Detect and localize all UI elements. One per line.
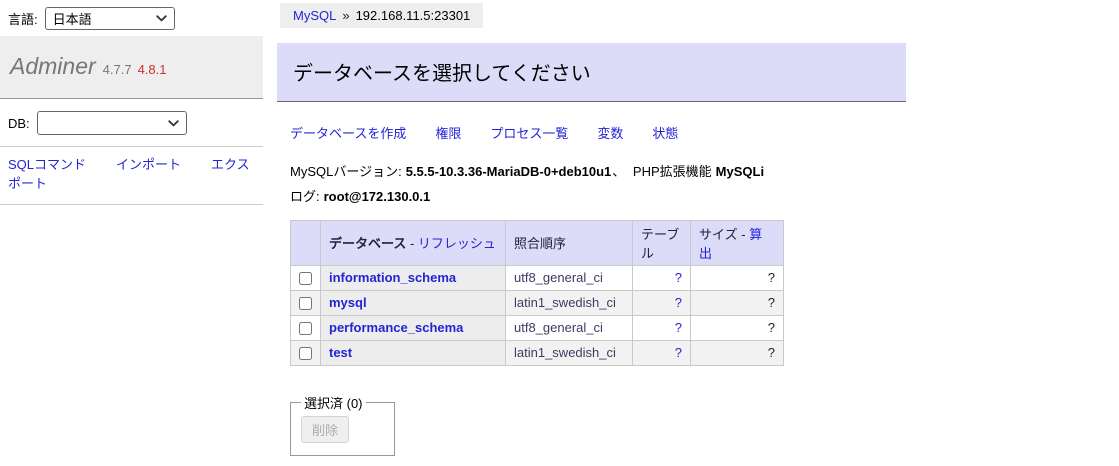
header-checkbox-cell xyxy=(290,219,321,266)
tables-count-cell: ? xyxy=(632,264,691,291)
action-links: データベースを作成 権限 プロセス一覧 変数 状態 xyxy=(290,123,906,142)
header-database: データベース - リフレッシュ xyxy=(320,219,506,266)
db-label: DB: xyxy=(8,115,30,131)
size-header-label: サイズ xyxy=(699,226,738,242)
table-row: performance_schema utf8_general_ci ? ? xyxy=(290,314,784,341)
row-checkbox[interactable] xyxy=(299,297,312,311)
row-checkbox[interactable] xyxy=(299,272,312,286)
size-cell: ? xyxy=(690,314,784,341)
sidebar-link-import[interactable]: インポート xyxy=(116,157,182,172)
mysql-version-value: 5.5.5-10.3.36-MariaDB-0+deb10u1 xyxy=(405,164,612,179)
size-cell: ? xyxy=(690,339,784,366)
tables-count-cell: ? xyxy=(632,289,691,316)
status-link[interactable]: 状態 xyxy=(652,126,679,141)
database-link[interactable]: information_schema xyxy=(329,270,457,286)
header-separator: - xyxy=(737,226,750,242)
login-value: root@172.130.0.1 xyxy=(323,189,431,205)
language-select-value: 日本語 xyxy=(52,12,92,27)
databases-table: データベース - リフレッシュ 照合順序 テーブル サイズ - 算出 infor… xyxy=(290,219,784,366)
checkbox-cell xyxy=(290,314,321,341)
php-extension-value: MySQLi xyxy=(715,164,765,179)
table-header-row: データベース - リフレッシュ 照合順序 テーブル サイズ - 算出 xyxy=(290,219,784,266)
table-row: information_schema utf8_general_ci ? ? xyxy=(290,264,784,291)
language-select[interactable]: 日本語 xyxy=(44,7,175,30)
collation-cell: utf8_general_ci xyxy=(505,264,633,291)
collation-cell: latin1_swedish_ci xyxy=(505,289,633,316)
variables-link[interactable]: 変数 xyxy=(597,126,624,141)
compute-size-link[interactable]: 算出 xyxy=(699,226,763,261)
refresh-link[interactable]: リフレッシュ xyxy=(417,236,496,252)
header-collation: 照合順序 xyxy=(505,219,633,266)
tables-count-cell: ? xyxy=(632,314,691,341)
info-separator: 、 xyxy=(612,164,626,179)
delete-button[interactable]: 削除 xyxy=(301,415,350,443)
header-separator: - xyxy=(406,236,418,252)
breadcrumb-separator: » xyxy=(342,8,350,23)
tables-count-link[interactable]: ? xyxy=(674,295,682,311)
table-row: test latin1_swedish_ci ? ? xyxy=(290,339,784,366)
sidebar-link-export[interactable]: エクスポート xyxy=(8,157,250,191)
checkbox-cell xyxy=(290,339,321,366)
checkbox-cell xyxy=(290,264,321,291)
language-bar: 言語: 日本語 xyxy=(8,7,175,30)
page-title: データベースを選択してください xyxy=(277,43,906,102)
database-link[interactable]: mysql xyxy=(329,295,367,311)
breadcrumb-server-link[interactable]: MySQL xyxy=(293,8,337,23)
database-name-cell: test xyxy=(320,339,506,366)
selected-legend: 選択済 (0) xyxy=(304,395,363,411)
selected-fieldset: 選択済 (0) 削除 xyxy=(290,392,395,456)
sidebar: Adminer 4.7.7 4.8.1 DB: SQLコマンド インポート エクスポート xyxy=(0,36,263,205)
database-name-cell: information_schema xyxy=(320,264,506,291)
adminer-logo-link[interactable]: Adminer xyxy=(10,53,96,79)
collation-cell: latin1_swedish_ci xyxy=(505,339,633,366)
database-link[interactable]: test xyxy=(329,345,353,361)
privileges-link[interactable]: 権限 xyxy=(435,126,462,141)
database-header-label: データベース xyxy=(329,236,407,252)
create-database-link[interactable]: データベースを作成 xyxy=(290,126,407,141)
checkbox-cell xyxy=(290,289,321,316)
breadcrumb-host: 192.168.11.5:23301 xyxy=(355,8,471,23)
row-checkbox[interactable] xyxy=(299,322,312,336)
process-list-link[interactable]: プロセス一覧 xyxy=(490,126,569,141)
main-content: MySQL » 192.168.11.5:23301 データベースを選択してくだ… xyxy=(277,0,906,456)
row-checkbox[interactable] xyxy=(299,347,312,361)
server-info: MySQLバージョン: 5.5.5-10.3.36-MariaDB-0+deb10… xyxy=(290,159,906,210)
sidebar-links: SQLコマンド インポート エクスポート xyxy=(0,147,263,205)
database-name-cell: mysql xyxy=(320,289,506,316)
tables-count-link[interactable]: ? xyxy=(674,270,682,286)
chevron-down-icon xyxy=(155,15,167,22)
header-tables: テーブル xyxy=(632,219,691,266)
database-name-cell: performance_schema xyxy=(320,314,506,341)
tables-count-link[interactable]: ? xyxy=(674,320,682,336)
collation-cell: utf8_general_ci xyxy=(505,314,633,341)
chevron-down-icon xyxy=(167,119,179,127)
db-selector-row: DB: xyxy=(0,99,263,147)
size-cell: ? xyxy=(690,264,784,291)
size-cell: ? xyxy=(690,289,784,316)
database-link[interactable]: performance_schema xyxy=(329,320,464,336)
php-extension-label: PHP拡張機能 xyxy=(632,164,712,179)
adminer-version: 4.7.7 xyxy=(102,62,132,77)
language-label: 言語: xyxy=(8,12,38,27)
db-select[interactable] xyxy=(36,111,187,135)
header-size: サイズ - 算出 xyxy=(690,219,784,266)
breadcrumb: MySQL » 192.168.11.5:23301 xyxy=(280,3,484,28)
adminer-new-version-link[interactable]: 4.8.1 xyxy=(137,62,167,77)
adminer-logo: Adminer 4.7.7 4.8.1 xyxy=(0,36,263,99)
login-label: ログ: xyxy=(290,189,320,205)
mysql-version-label: MySQLバージョン: xyxy=(290,164,402,179)
tables-count-link[interactable]: ? xyxy=(674,345,682,361)
table-row: mysql latin1_swedish_ci ? ? xyxy=(290,289,784,316)
sidebar-link-sql-command[interactable]: SQLコマンド xyxy=(8,157,87,172)
tables-count-cell: ? xyxy=(632,339,691,366)
